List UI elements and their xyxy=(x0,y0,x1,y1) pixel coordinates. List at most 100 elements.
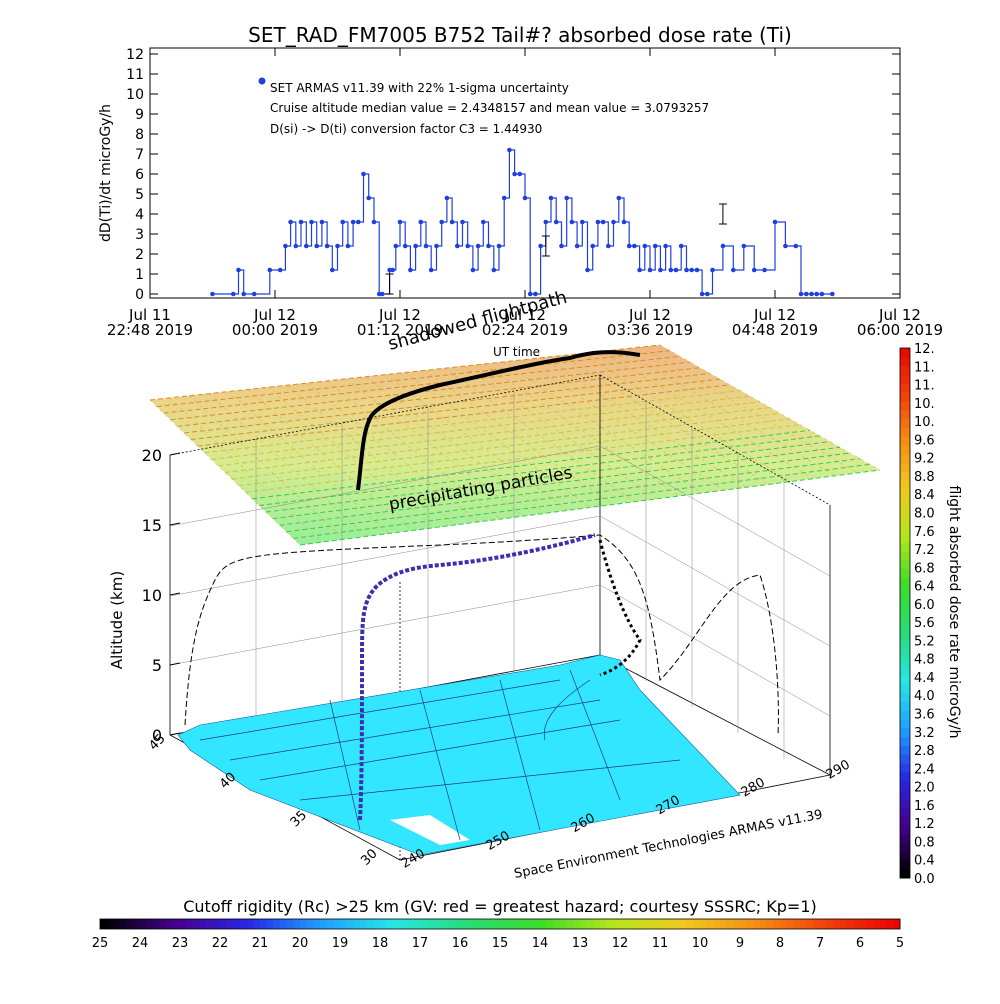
dose-point xyxy=(642,243,648,249)
dose-point xyxy=(689,267,694,273)
dose-point xyxy=(507,147,512,153)
dose-point xyxy=(460,219,465,225)
colorbar-segment xyxy=(900,401,910,411)
dose-point xyxy=(350,219,356,225)
dose-point xyxy=(517,171,523,177)
grid-line xyxy=(163,355,681,414)
colorbar-segment xyxy=(900,763,910,773)
y-tick-label: 0 xyxy=(135,287,144,303)
grid-line xyxy=(245,424,801,493)
dose-point xyxy=(830,291,835,297)
colorbar-segment xyxy=(320,919,328,929)
colorbar-segment xyxy=(400,919,408,929)
dose-scale-label: 6.0 xyxy=(914,598,935,613)
dose-point xyxy=(668,267,674,273)
dose-scale-label: 10. xyxy=(914,415,935,430)
dose-point xyxy=(439,219,445,225)
colorbar-segment xyxy=(700,919,708,929)
dose-point xyxy=(475,243,481,249)
dose-point xyxy=(402,243,408,249)
grid-line xyxy=(218,401,761,467)
colorbar-segment xyxy=(306,919,314,929)
colorbar-segment xyxy=(186,919,194,929)
dose-point xyxy=(361,171,366,177)
altitude-tick-mark xyxy=(169,732,181,736)
dose-point xyxy=(345,243,351,249)
colorbar-segment xyxy=(246,919,254,929)
colorbar-segment xyxy=(900,568,910,579)
dose-point xyxy=(428,267,434,273)
dose-point xyxy=(793,243,799,249)
colorbar-segment xyxy=(900,807,910,817)
dose-scale-label: 3.2 xyxy=(914,726,935,741)
dose-point xyxy=(804,291,809,297)
grid-line xyxy=(208,393,368,537)
colorbar-segment xyxy=(620,919,628,929)
colorbar-segment xyxy=(626,919,634,929)
colorbar-segment xyxy=(680,919,688,929)
colorbar-segment xyxy=(533,919,541,929)
colorbar-segment xyxy=(293,919,301,929)
x-tick-label-line2: 22:48 2019 xyxy=(107,321,193,339)
colorbar-segment xyxy=(773,919,781,929)
rigidity-scale-label: 21 xyxy=(252,936,269,951)
y-tick-label: 12 xyxy=(126,47,144,63)
dose-point xyxy=(762,267,767,273)
grid-line xyxy=(345,378,524,517)
dose-scale-label: 2.8 xyxy=(914,744,935,759)
colorbar-segment xyxy=(886,919,894,929)
colorbar-segment xyxy=(513,919,521,929)
colorbar-segment xyxy=(613,919,621,929)
colorbar-segment xyxy=(900,524,910,534)
dose-point xyxy=(418,219,424,225)
colorbar-segment xyxy=(420,919,428,929)
altitude-tick-label: 15 xyxy=(142,516,162,535)
colorbar-segment xyxy=(593,919,601,929)
colorbar-segment xyxy=(900,772,910,782)
colorbar-segment xyxy=(440,919,448,929)
y-tick-label: 5 xyxy=(135,187,144,203)
colorbar-segment xyxy=(900,374,910,384)
colorbar-segment xyxy=(900,639,910,649)
dose-point xyxy=(616,195,622,201)
colorbar-segment xyxy=(900,542,910,552)
colorbar-segment xyxy=(473,919,481,929)
colorbar-segment xyxy=(280,919,288,929)
dose-scale-label: 10. xyxy=(914,397,935,412)
colorbar-segment xyxy=(386,919,394,929)
colorbar-segment xyxy=(900,789,910,799)
dose-scale-label: 2.4 xyxy=(914,762,935,777)
grid-line xyxy=(170,361,691,421)
colorbar-segment xyxy=(706,919,714,929)
colorbar-segment xyxy=(900,780,910,791)
dose-point xyxy=(324,243,330,249)
altitude-tick-mark xyxy=(169,592,181,596)
colorbar-segment xyxy=(646,919,654,929)
colorbar-segment xyxy=(900,630,910,640)
dose-scale-label: 6.8 xyxy=(914,561,935,576)
longitude-tick-label: 280 xyxy=(739,775,768,800)
grid-line xyxy=(561,355,769,485)
back-wall-grid xyxy=(169,391,831,759)
colorbar-segment xyxy=(226,919,234,929)
colorbar-segment xyxy=(900,436,910,446)
grid-line xyxy=(231,412,781,480)
rigidity-scale-label: 5 xyxy=(896,936,904,951)
colorbar-segment xyxy=(900,507,910,517)
map-borders xyxy=(199,669,681,841)
colorbar-segment xyxy=(900,445,910,455)
colorbar-segment xyxy=(900,621,910,632)
dose-point xyxy=(600,219,606,225)
rigidity-scale-label: 22 xyxy=(212,936,229,951)
dose-point xyxy=(548,195,554,201)
colorbar-segment xyxy=(193,919,201,929)
dose-point xyxy=(543,219,549,225)
colorbar-segment xyxy=(566,919,574,929)
colorbar-segment xyxy=(880,919,888,929)
colorbar-segment xyxy=(500,919,508,929)
dose-line xyxy=(212,149,833,295)
grid-line xyxy=(267,387,435,528)
colorbar-segment xyxy=(846,919,854,929)
